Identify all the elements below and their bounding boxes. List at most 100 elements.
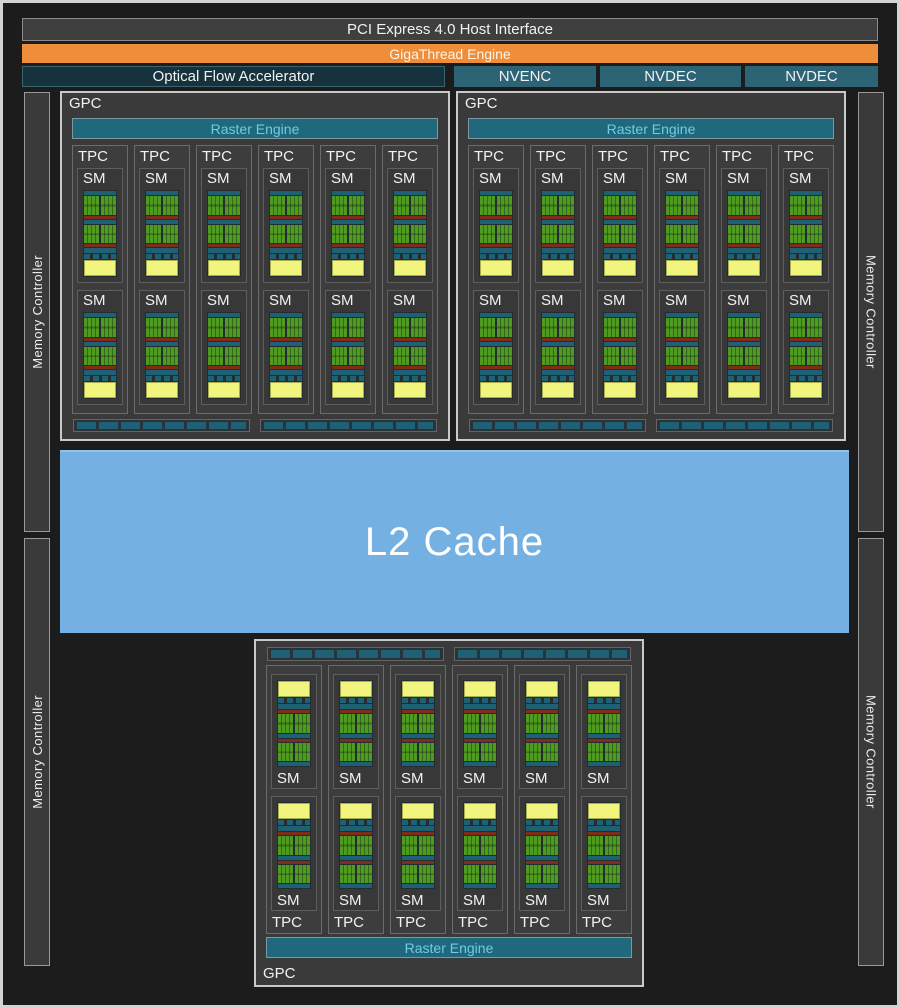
teal-bar: [728, 370, 760, 375]
green-core-grid: [542, 318, 574, 337]
green-core-grid: [270, 346, 302, 365]
green-core-subgrid: [225, 196, 240, 215]
yellow-block: [526, 803, 558, 819]
teal-bar: [340, 704, 372, 709]
red-bar: [666, 337, 698, 341]
red-bar: [666, 366, 698, 369]
red-bar: [278, 860, 310, 864]
teal-bar: [146, 341, 178, 346]
teal-bar: [480, 191, 512, 195]
green-core-subgrid: [340, 714, 355, 733]
green-core-subgrid: [605, 864, 620, 883]
green-core-subgrid: [605, 836, 620, 855]
nvenc-bar: NVENC: [454, 66, 596, 87]
memory-controller-label: Memory Controller: [29, 695, 45, 809]
red-bar: [394, 337, 426, 341]
green-core-subgrid: [621, 196, 636, 215]
sm-area: SM SM: [387, 168, 433, 405]
sm-label: SM: [145, 170, 168, 187]
sm-internal-units: [277, 802, 311, 889]
yellow-block: [604, 382, 636, 398]
green-core-grid: [790, 318, 822, 337]
red-bar: [146, 337, 178, 341]
teal-bar: [208, 370, 240, 375]
tpc-label: TPC: [582, 914, 612, 931]
green-core-grid: [146, 346, 178, 365]
memory-controller-top-left: Memory Controller: [24, 92, 50, 532]
tpc-label: TPC: [660, 148, 690, 165]
green-core-subgrid: [349, 224, 364, 243]
green-core-subgrid: [208, 224, 223, 243]
sm-internal-units: [83, 312, 117, 399]
sm-label: SM: [339, 770, 362, 787]
green-core-subgrid: [101, 196, 116, 215]
green-core-grid: [278, 836, 310, 855]
green-core-subgrid: [683, 318, 698, 337]
teal-bar: [728, 191, 760, 195]
green-core-grid: [526, 714, 558, 733]
sm-label: SM: [789, 292, 812, 309]
sm-internal-units: [393, 312, 427, 399]
red-bar: [790, 215, 822, 219]
red-bar: [588, 738, 620, 742]
green-core-subgrid: [807, 224, 822, 243]
red-bar: [790, 337, 822, 341]
green-core-subgrid: [526, 836, 541, 855]
raster-engine-label: Raster Engine: [606, 120, 696, 137]
tpc-row: TPC SM SM TPC SM SM TPC SM SM TPC SM SM TPC SM SM TPC SM…: [468, 145, 834, 414]
sm-label: SM: [393, 170, 416, 187]
yellow-block: [464, 681, 496, 697]
teal-bar: [790, 341, 822, 346]
red-bar: [790, 244, 822, 247]
teal-bar: [394, 313, 426, 317]
dash-bar: [340, 820, 372, 825]
polymorph-dashed-bar: [469, 419, 646, 432]
yellow-block: [332, 382, 364, 398]
teal-bar: [402, 762, 434, 766]
green-core-grid: [84, 196, 116, 215]
sm-area: SM SM: [535, 168, 581, 405]
green-core-subgrid: [728, 196, 743, 215]
teal-bar: [666, 219, 698, 224]
green-core-grid: [604, 346, 636, 365]
sm-area: SM SM: [333, 674, 379, 911]
red-bar: [728, 244, 760, 247]
teal-bar: [464, 884, 496, 888]
polymorph-bar-row: [469, 419, 833, 432]
sm-label: SM: [145, 292, 168, 309]
green-core-grid: [480, 196, 512, 215]
sm-block: SM: [721, 168, 767, 283]
tpc-block: TPC SM SM: [592, 145, 648, 414]
green-core-subgrid: [666, 346, 681, 365]
sm-block: SM: [783, 168, 829, 283]
green-core-subgrid: [278, 714, 293, 733]
gpc-label: GPC: [263, 965, 296, 982]
green-core-subgrid: [745, 224, 760, 243]
teal-bar: [208, 219, 240, 224]
green-core-subgrid: [349, 318, 364, 337]
green-core-subgrid: [480, 318, 495, 337]
red-bar: [332, 366, 364, 369]
dash-bar: [728, 254, 760, 259]
sm-internal-units: [541, 190, 575, 277]
green-core-subgrid: [146, 224, 161, 243]
teal-bar: [278, 704, 310, 709]
green-core-subgrid: [357, 864, 372, 883]
green-core-subgrid: [270, 318, 285, 337]
gpc-top-right: GPC Raster Engine TPC SM SM TPC SM SM TPC SM SM TPC…: [456, 91, 846, 441]
sm-block: SM: [139, 290, 185, 405]
sm-label: SM: [83, 170, 106, 187]
teal-bar: [666, 313, 698, 317]
sm-area: SM SM: [721, 168, 767, 405]
sm-internal-units: [603, 312, 637, 399]
red-bar: [464, 860, 496, 864]
green-core-subgrid: [790, 318, 805, 337]
green-core-subgrid: [270, 196, 285, 215]
teal-bar: [526, 855, 558, 860]
green-core-subgrid: [84, 346, 99, 365]
dash-bar: [270, 376, 302, 381]
green-core-subgrid: [163, 346, 178, 365]
teal-bar: [332, 191, 364, 195]
sm-area: SM SM: [457, 674, 503, 911]
green-core-grid: [790, 196, 822, 215]
